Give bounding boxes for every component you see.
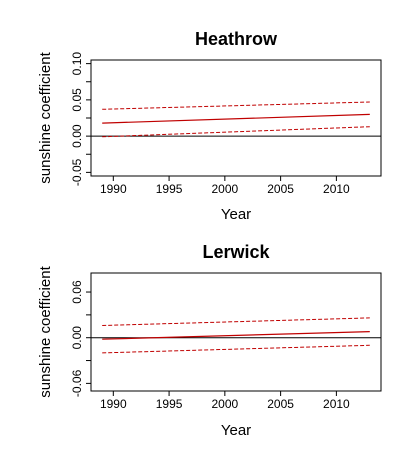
x-axis-label: Year	[221, 206, 251, 223]
x-axis-label: Year	[221, 422, 251, 439]
chart-title: Lerwick	[202, 242, 270, 262]
x-tick-label: 1995	[156, 397, 183, 411]
series-line-lower	[102, 127, 370, 137]
y-axis-label: sunshine coefficient	[37, 265, 54, 397]
y-axis-label: sunshine coefficient	[37, 51, 54, 183]
x-tick-label: 1990	[100, 397, 127, 411]
lerwick-panel: Lerwick 1990 1995 2000 2005 2010 -0.06 0.00 0.06…	[37, 242, 381, 439]
x-tick-label: 2010	[323, 397, 350, 411]
x-tick-label: 2005	[267, 182, 294, 196]
chart-title: Heathrow	[195, 29, 278, 49]
y-tick-label: 0.00	[70, 326, 84, 350]
series-line-lower	[102, 345, 370, 353]
plot-frame	[91, 60, 381, 176]
heathrow-panel: Heathrow 1990 1995 2000 2005 2010 -0.05 0.00 0.0…	[37, 29, 381, 223]
series-line-upper	[102, 318, 370, 326]
x-tick-label: 1995	[156, 182, 183, 196]
x-tick-label: 2005	[267, 397, 294, 411]
y-tick-label: 0.00	[70, 124, 84, 148]
y-tick-label: 0.05	[70, 88, 84, 112]
x-tick-label: 2000	[211, 397, 238, 411]
y-tick-label: -0.06	[70, 369, 84, 397]
series-line-upper	[102, 102, 370, 109]
y-tick-label: 0.10	[70, 52, 84, 76]
y-tick-label: 0.06	[70, 280, 84, 304]
x-tick-label: 2010	[323, 182, 350, 196]
x-tick-label: 1990	[100, 182, 127, 196]
x-tick-label: 2000	[211, 182, 238, 196]
series-line-estimate	[102, 114, 370, 123]
y-tick-label: -0.05	[70, 158, 84, 186]
